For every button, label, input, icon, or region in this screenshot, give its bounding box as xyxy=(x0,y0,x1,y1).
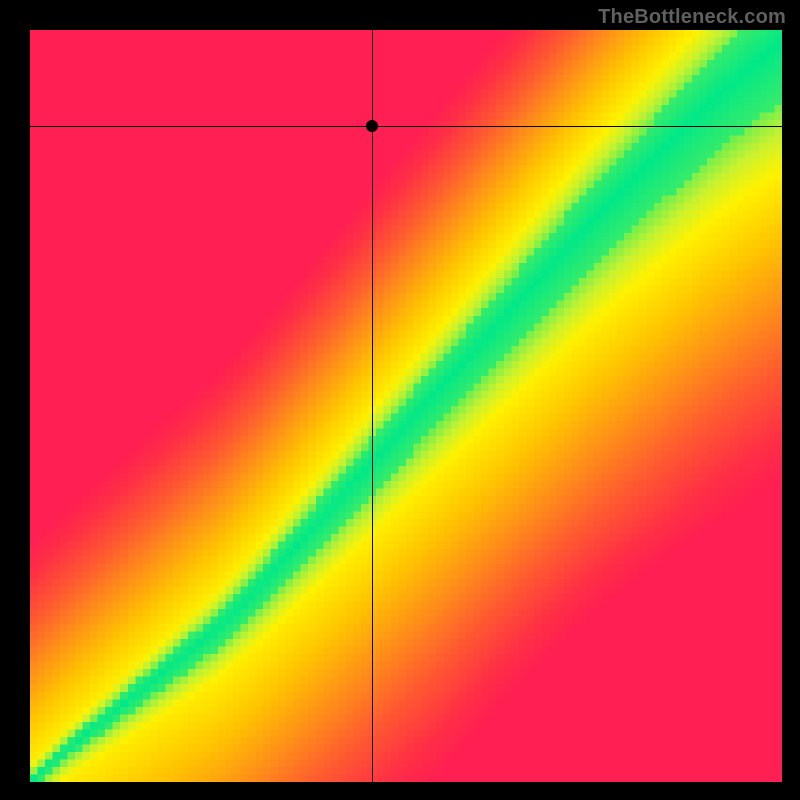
crosshair-vertical xyxy=(372,30,373,782)
attribution-text: TheBottleneck.com xyxy=(598,6,786,29)
crosshair-horizontal xyxy=(30,126,782,127)
heatmap-plot xyxy=(30,30,782,782)
heatmap-canvas xyxy=(30,30,782,782)
crosshair-marker xyxy=(366,120,378,132)
